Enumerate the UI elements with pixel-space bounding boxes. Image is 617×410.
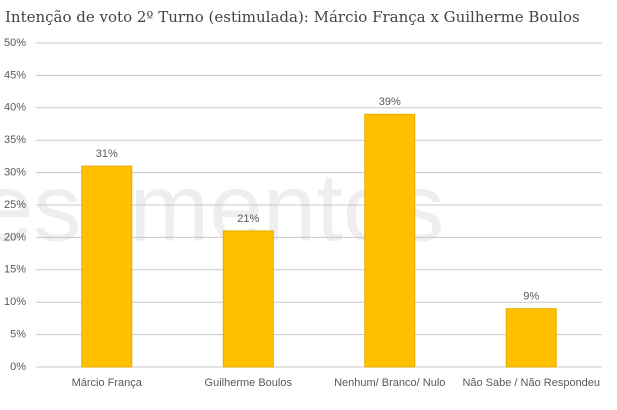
chart-title: Intenção de voto 2º Turno (estimulada): … xyxy=(5,8,580,26)
y-tick-label: 25% xyxy=(4,199,26,211)
y-tick-label: 50% xyxy=(4,37,26,49)
x-tick-label: Guilherme Boulos xyxy=(205,377,293,389)
x-tick-label: Márcio França xyxy=(72,377,143,389)
y-tick-label: 0% xyxy=(10,361,26,373)
y-tick-label: 40% xyxy=(4,102,26,114)
y-tick-label: 20% xyxy=(4,231,26,243)
y-tick-label: 35% xyxy=(4,134,26,146)
bar xyxy=(364,113,416,368)
y-tick-label: 30% xyxy=(4,167,26,179)
bar xyxy=(505,308,557,368)
value-label: 31% xyxy=(96,148,118,160)
bar xyxy=(81,165,133,368)
y-tick-label: 10% xyxy=(4,296,26,308)
bar xyxy=(222,230,274,368)
value-label: 9% xyxy=(523,291,539,303)
y-tick-label: 15% xyxy=(4,264,26,276)
value-label: 21% xyxy=(237,213,259,225)
x-tick-label: Nenhum/ Branco/ Nulo xyxy=(334,377,445,389)
x-tick-label: Não Sabe / Não Respondeu xyxy=(462,377,600,389)
value-label: 39% xyxy=(379,96,401,108)
y-tick-label: 5% xyxy=(10,329,26,341)
y-tick-label: 45% xyxy=(4,69,26,81)
